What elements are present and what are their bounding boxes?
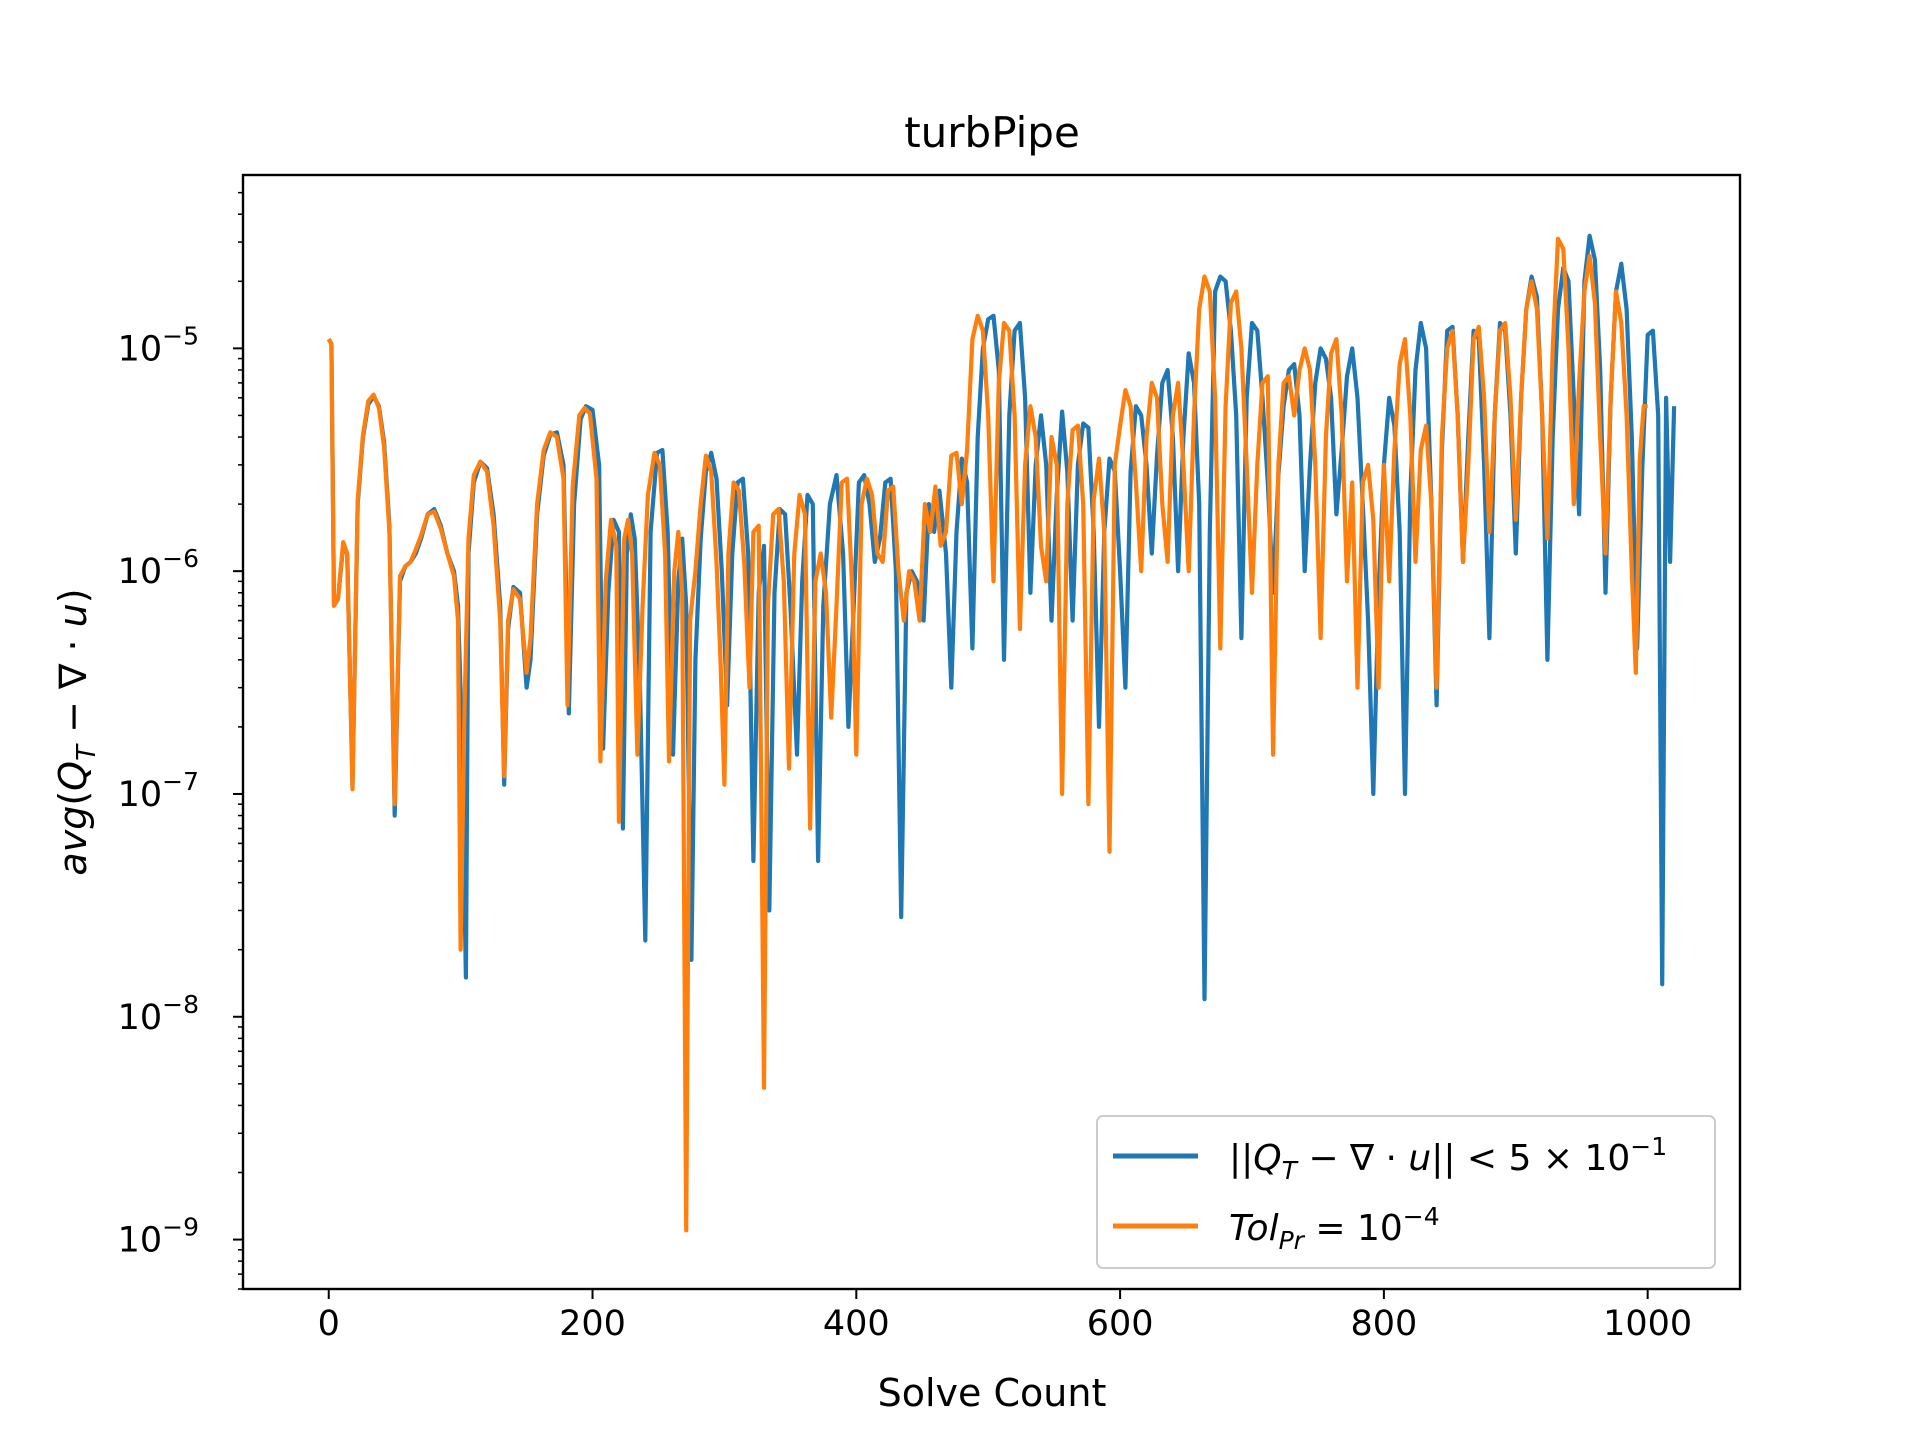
y-tick-label: 10−7: [118, 767, 199, 815]
y-tick-label: 10−5: [118, 321, 199, 369]
chart-title: turbPipe: [904, 108, 1080, 157]
x-tick-label: 0: [318, 1304, 340, 1344]
x-tick-label: 200: [559, 1304, 626, 1344]
x-axis: 0 200 400 600 800 1000: [318, 1289, 1692, 1344]
y-axis-label: avg(QT − ∇ · u): [51, 588, 102, 875]
legend-label-series-1: ||QT − ∇ · u|| < 5 × 10−1: [1229, 1132, 1667, 1185]
series-layer: [326, 233, 1677, 1233]
x-tick-label: 400: [823, 1304, 890, 1344]
x-tick-label: 600: [1087, 1304, 1154, 1344]
plot-frame: [241, 173, 1742, 1291]
legend-box: [1096, 1115, 1716, 1269]
y-tick-label: 10−9: [118, 1213, 199, 1261]
x-tick-label: 1000: [1603, 1304, 1692, 1344]
y-tick-label: 10−6: [118, 544, 199, 592]
y-tick-label: 10−8: [118, 990, 199, 1038]
y-axis: 10−9 10−8 10−7 10−6 10−5: [118, 191, 243, 1290]
x-axis-label: Solve Count: [878, 1371, 1107, 1415]
legend-label-series-2: TolPr = 10−4: [1229, 1202, 1440, 1255]
legend: ||QT − ∇ · u|| < 5 × 10−1 TolPr = 10−4: [1096, 1115, 1716, 1269]
series-line-2: [326, 236, 1648, 1233]
x-tick-label: 800: [1350, 1304, 1417, 1344]
